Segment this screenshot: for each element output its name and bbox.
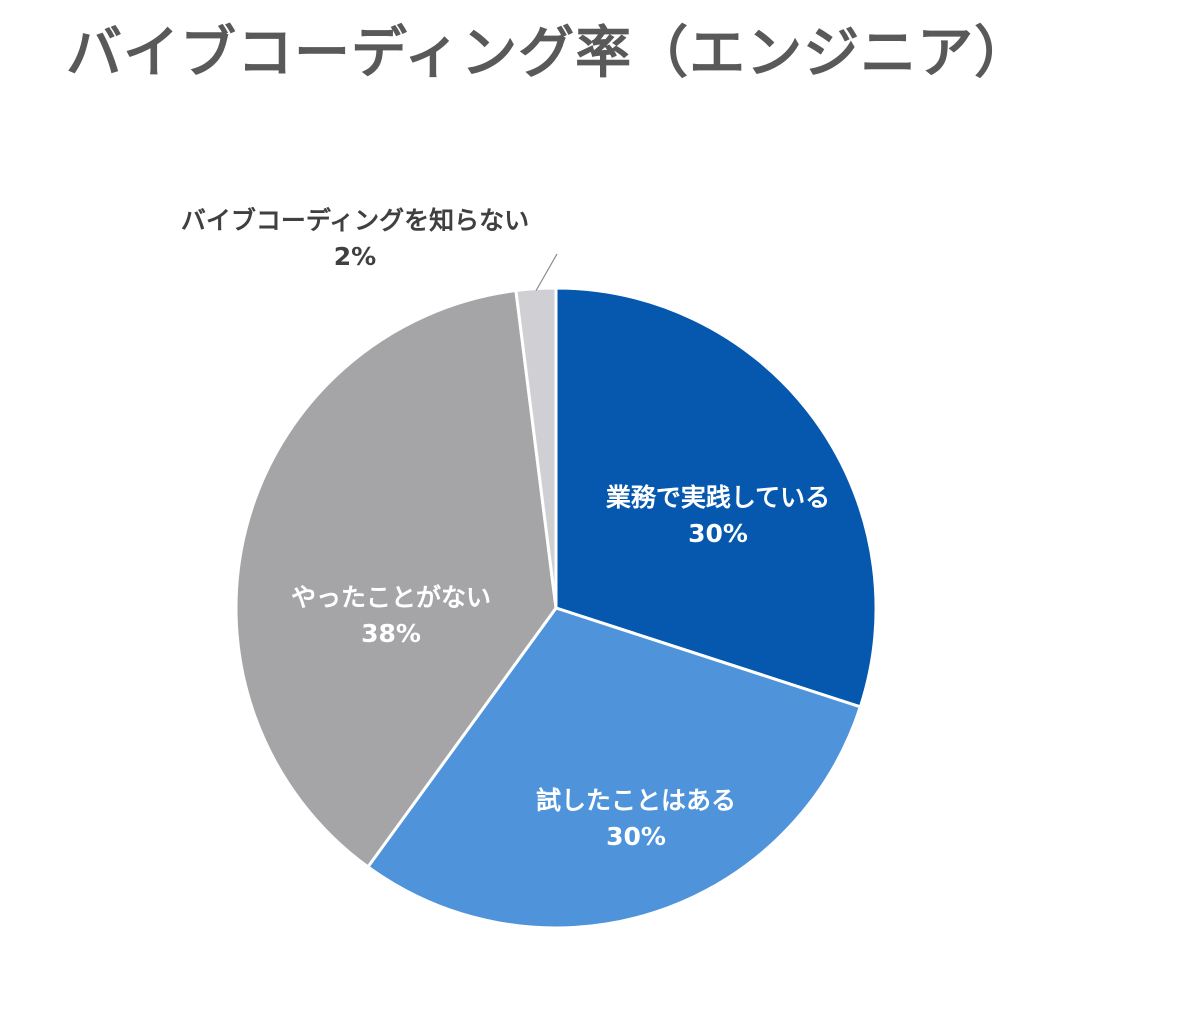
pie-slice-4	[514, 286, 558, 609]
slice-value-label: 38%	[361, 619, 421, 648]
slice-label: 試したことはある	[536, 786, 736, 815]
slice-value-label: 30%	[606, 822, 666, 851]
slice-label: 業務で実践している	[606, 483, 830, 512]
slice-label: やったことがない	[291, 583, 491, 612]
leader-line	[535, 253, 558, 291]
chart-title: バイブコーディング率（エンジニア）	[66, 21, 1032, 86]
slice-label: バイブコーディングを知らない	[181, 206, 529, 235]
pie-slice-3	[234, 288, 558, 869]
slice-value-label: 30%	[688, 519, 748, 548]
pie-slice-1	[554, 286, 878, 709]
pie-slice-2	[365, 606, 863, 930]
slice-value-label: 2%	[334, 242, 376, 271]
